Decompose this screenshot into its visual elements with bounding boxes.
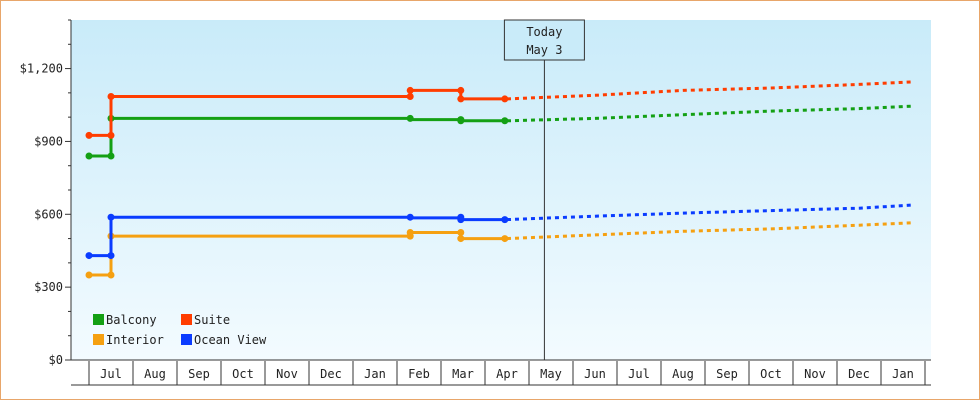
legend-label-ocean-view: Ocean View <box>194 333 267 347</box>
series-interior-projection <box>506 221 912 241</box>
series-ocean-view-projection <box>506 203 912 222</box>
legend-swatch-interior <box>93 334 104 345</box>
legend-swatch-ocean-view <box>181 334 192 345</box>
series-suite-point <box>457 95 465 103</box>
legend-swatch-balcony <box>93 314 104 325</box>
series-suite-point <box>85 131 93 139</box>
y-axis: $0 $300 $600 $900 $1,200 <box>20 19 931 367</box>
series-balcony-point <box>406 114 414 122</box>
x-tick-label: Aug <box>144 367 166 381</box>
series-suite-point <box>406 93 414 100</box>
series-layer <box>85 80 912 279</box>
series-interior-point <box>457 235 465 243</box>
series-balcony-point <box>85 152 93 160</box>
x-axis: Jul Aug Sep Oct Nov Dec Jan Feb Mar Apr May Jun Jul A… <box>71 361 931 386</box>
today-label: Today <box>526 25 562 39</box>
legend: Balcony Suite Interior Ocean View <box>93 313 267 347</box>
x-tick-label: Jul <box>628 367 650 381</box>
series-balcony-point <box>457 117 465 125</box>
series-ocean-view-point <box>501 216 509 224</box>
series-ocean-view-point <box>457 216 465 224</box>
series-interior-point <box>501 235 509 243</box>
legend-label-suite: Suite <box>194 313 230 327</box>
x-tick-label: Aug <box>672 367 694 381</box>
series-suite-point <box>406 86 414 94</box>
x-tick-label: Nov <box>276 367 298 381</box>
x-tick-label: Dec <box>320 367 342 381</box>
y-tick-label: $900 <box>34 134 63 148</box>
today-marker: Today May 3 <box>503 19 585 360</box>
x-tick-label: Dec <box>848 367 870 381</box>
series-suite-point <box>457 86 465 94</box>
series-ocean-view-point <box>107 213 115 221</box>
today-date: May 3 <box>526 43 562 57</box>
x-tick-label: Sep <box>716 367 738 381</box>
x-tick-label: Oct <box>232 367 254 381</box>
y-tick-label: $1,200 <box>20 62 63 76</box>
series-suite-point <box>107 93 115 100</box>
y-tick-label: $300 <box>34 280 63 294</box>
series-suite-projection <box>506 80 912 101</box>
series-balcony-point <box>107 152 115 160</box>
x-tick-label: Oct <box>760 367 782 381</box>
y-tick-label: $0 <box>49 353 63 367</box>
plot-background <box>71 20 931 360</box>
series-ocean-view-point <box>85 252 93 260</box>
series-suite-point <box>501 95 509 103</box>
x-tick-label: Feb <box>408 367 430 381</box>
series-interior-point <box>85 271 93 279</box>
x-tick-label: Jun <box>584 367 606 381</box>
x-tick-label: Mar <box>452 367 474 381</box>
series-ocean-view-point <box>406 213 414 221</box>
series-balcony-point <box>501 117 509 125</box>
x-tick-label: Nov <box>804 367 826 381</box>
legend-label-interior: Interior <box>106 333 164 347</box>
y-tick-label: $600 <box>34 207 63 221</box>
x-tick-label: Sep <box>188 367 210 381</box>
series-interior-point <box>406 229 414 236</box>
x-tick-label: Apr <box>496 367 518 381</box>
x-tick-label: Jan <box>364 367 386 381</box>
series-interior-point <box>457 229 465 236</box>
x-tick-label: Jul <box>100 367 122 381</box>
x-tick-label: Jan <box>892 367 914 381</box>
series-ocean-view-point <box>107 252 115 260</box>
series-interior-point <box>107 271 115 279</box>
legend-label-balcony: Balcony <box>106 313 157 327</box>
today-box <box>503 19 585 61</box>
series-balcony-projection <box>506 104 912 123</box>
x-tick-label: May <box>540 367 562 381</box>
series-suite-point <box>107 131 115 139</box>
legend-swatch-suite <box>181 314 192 325</box>
